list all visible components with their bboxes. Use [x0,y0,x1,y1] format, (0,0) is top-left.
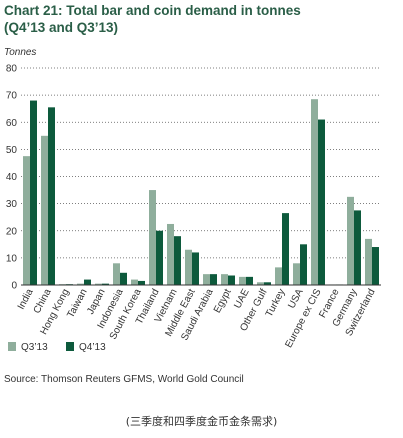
y-axis-unit-label: Tonnes [4,47,37,58]
bar-q3-europe-ex-cis [311,99,318,285]
bar-q4-switzerland [372,247,379,285]
bar-q3-middle-east [185,249,192,285]
bar-q3-turkey [275,267,282,285]
bar-q3-switzerland [365,238,372,285]
bar-q3-india [23,156,30,285]
chart-title-line-1: Chart 21: Total bar and coin demand in t… [4,3,301,18]
bar-q3-thailand [149,190,156,285]
bar-q3-japan [95,283,102,285]
bar-q4-turkey [282,213,289,285]
bar-q4-germany [354,210,361,285]
bar-q3-other-gulf [257,282,264,285]
bar-q4-saudi-arabia [210,274,217,285]
bar-q4-thailand [156,230,163,285]
bar-q4-japan [102,283,109,285]
legend-swatch [66,342,74,351]
bar-q3-usa [293,263,300,285]
bar-q3-indonesia [113,263,120,285]
y-tick-label: 20 [6,226,18,237]
legend-swatch [8,342,16,351]
bar-q3-taiwan [77,283,84,285]
bar-q4-middle-east [192,252,199,285]
bar-q4-europe-ex-cis [318,119,325,285]
bar-q3-germany [347,196,354,285]
chart-title-line-2: (Q4’13 and Q3’13) [4,20,119,35]
bar-q4-india [30,100,37,285]
x-tick-label: Europe ex CIS [283,287,323,350]
bar-q4-south-korea [138,280,145,285]
chart-title: Chart 21: Total bar and coin demand in t… [4,2,399,36]
y-tick-label: 70 [6,91,18,102]
bar-q4-china [48,107,55,285]
caption: (三季度和四季度金币金条需求) [125,415,278,428]
y-tick-label: 30 [6,199,18,210]
y-tick-label: 50 [6,145,18,156]
y-tick-label: 10 [6,253,18,264]
bar-q4-taiwan [84,279,91,285]
y-tick-label: 60 [6,118,18,129]
y-tick-label: 80 [6,64,18,75]
bar-q4-egypt [228,275,235,285]
bar-q3-south-korea [131,279,138,285]
bar-q3-saudi-arabia [203,274,210,285]
bar-q3-china [41,135,48,285]
y-tick-label: 0 [11,281,17,292]
bar-q3-egypt [221,274,228,285]
x-tick-label: Egypt [212,287,234,315]
source-note: Source: Thomson Reuters GFMS, World Gold… [4,374,244,385]
bar-q3-uae [239,276,246,285]
bar-q4-indonesia [120,272,127,285]
bar-q4-other-gulf [264,282,271,285]
legend-label: Q4’13 [79,342,106,353]
bar-q3-vietnam [167,223,174,285]
legend-label: Q3’13 [21,342,48,353]
y-tick-label: 40 [6,172,18,183]
bar-q4-vietnam [174,236,181,285]
bar-q4-uae [246,276,253,285]
bar-q4-usa [300,244,307,285]
